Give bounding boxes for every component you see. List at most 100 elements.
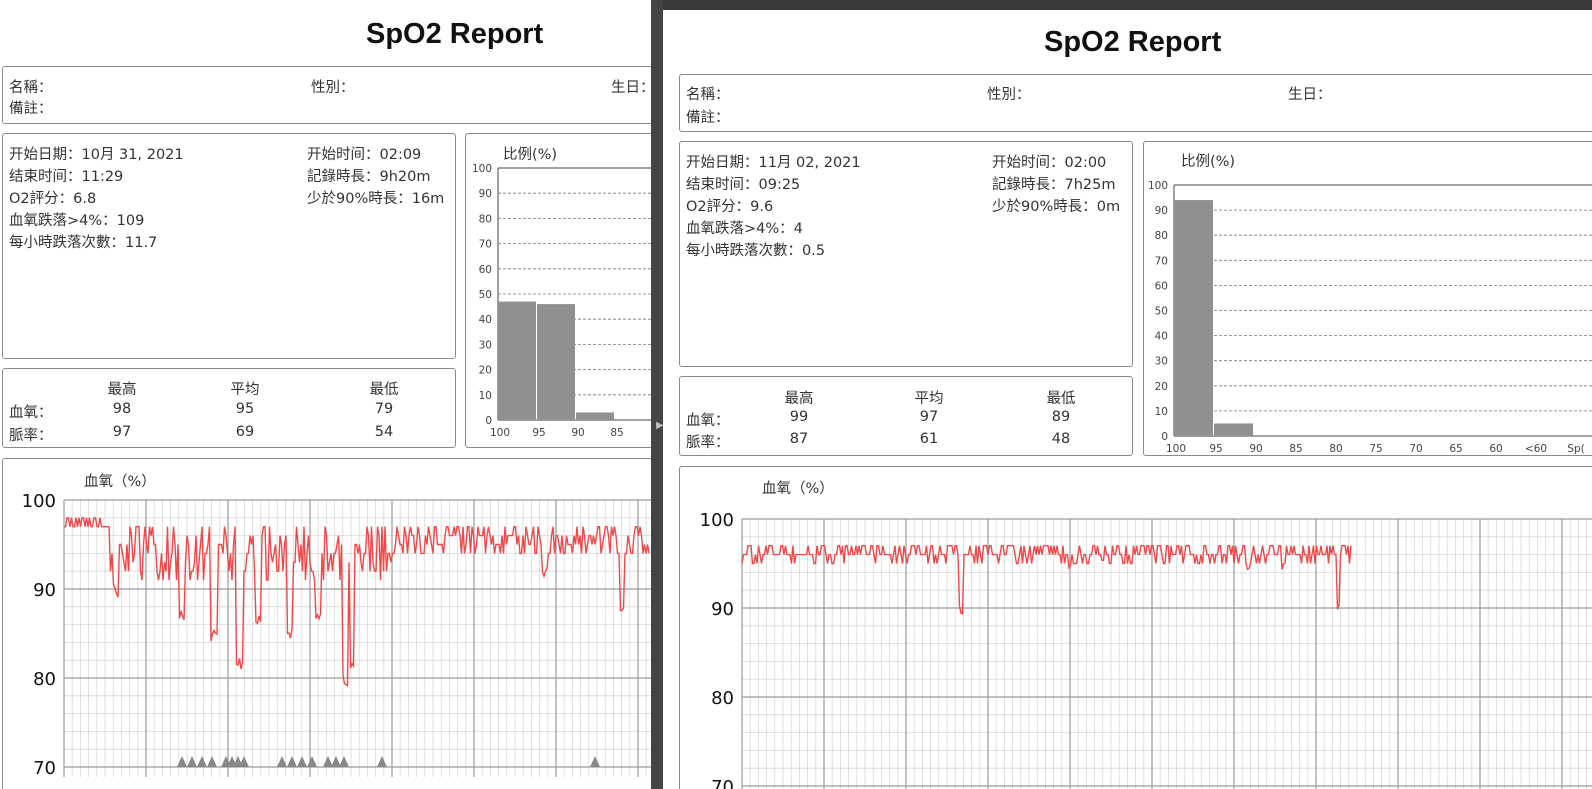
hist-y-tick-label: 50 — [1155, 306, 1168, 318]
start-date: 开始日期：10月 31, 2021 — [9, 147, 184, 163]
pulse-avg: 61 — [919, 431, 939, 447]
patient-info-box — [2, 66, 651, 124]
hist-y-tick-label: 20 — [1155, 381, 1168, 393]
report-title: SpO2 Report — [1044, 26, 1222, 58]
stats-box — [2, 368, 456, 448]
hist-y-tick-label: 40 — [479, 314, 492, 326]
desaturation-marker-icon — [187, 756, 197, 767]
hist-y-tick-label: 60 — [479, 264, 492, 276]
pulse-avg: 69 — [235, 424, 255, 440]
desaturation-marker-icon — [377, 756, 387, 767]
spo2-trace-line — [741, 545, 1352, 615]
stat-header-avg: 平均 — [230, 382, 260, 398]
hist-x-tick-label: 65 — [1449, 443, 1462, 455]
hist-x-tick-label: 90 — [571, 427, 584, 439]
spo2-max: 98 — [112, 401, 132, 417]
notes-label: 備註： — [9, 101, 53, 117]
stat-header-max: 最高 — [107, 382, 137, 398]
report-title: SpO2 Report — [366, 18, 544, 50]
desaturation-marker-icon — [287, 756, 297, 767]
desaturation-marker-icon — [197, 756, 207, 767]
hist-x-tick-label: 85 — [610, 427, 623, 439]
hist-bar — [498, 301, 536, 420]
desaturation-marker-icon — [331, 756, 341, 767]
trend-y-tick-label: 90 — [33, 580, 56, 601]
spo2-row-label: 血氧： — [9, 405, 53, 421]
start-time: 开始时间：02:09 — [307, 147, 422, 163]
spo2-trend-chart: 100 90 80 70 — [22, 491, 651, 779]
hist-y-tick-label: 60 — [1155, 280, 1168, 292]
birthday-label: 生日： — [611, 80, 651, 96]
window-divider[interactable] — [651, 0, 663, 789]
hist-y-tick-label: 90 — [1155, 205, 1168, 217]
drops-count: 血氧跌落>4%：109 — [9, 213, 145, 229]
hist-x-tick-label: 90 — [1249, 443, 1262, 455]
below-90-duration: 少於90%時長：16m — [307, 191, 445, 207]
hist-y-tick-label: 20 — [479, 365, 492, 377]
report-window-left: SpO2 Report 名稱： 性別： 生日： 備註： 开始日期：10月 31,… — [0, 0, 651, 789]
histogram-box — [1143, 141, 1592, 456]
below-90-duration: 少於90%時長：0m — [992, 199, 1121, 215]
trend-y-tick-label: 100 — [22, 491, 56, 512]
hist-y-tick-label: 30 — [1155, 356, 1168, 368]
session-info-box — [2, 133, 456, 359]
hist-x-tick-label: 70 — [1409, 443, 1422, 455]
gender-label: 性別： — [987, 87, 1031, 103]
gender-label: 性別： — [311, 80, 355, 96]
hist-y-tick-label: 80 — [1155, 230, 1168, 242]
hist-x-tick-label: 85 — [1289, 443, 1302, 455]
start-time: 开始时间：02:00 — [992, 155, 1107, 171]
hist-x-tick-label: 80 — [1329, 443, 1342, 455]
hist-bar — [1174, 200, 1213, 436]
trend-y-tick-label: 80 — [711, 688, 734, 709]
report-window-right: SpO2 Report 名稱： 性別： 生日： 備註： 开始日期：11月 02,… — [663, 10, 1592, 789]
desaturation-marker-icon — [590, 756, 600, 767]
end-time: 结束时间：09:25 — [686, 177, 801, 193]
end-time: 结束时间：11:29 — [9, 169, 124, 185]
hist-x-tick-label: Sp( — [1567, 443, 1584, 455]
hist-y-tick-label: 50 — [479, 289, 492, 301]
desaturation-marker-icon — [207, 756, 217, 767]
spo2-max: 99 — [789, 409, 809, 425]
hist-y-tick-label: 0 — [485, 415, 492, 427]
spo2-trace-line — [64, 517, 650, 687]
stat-header-min: 最低 — [1046, 391, 1076, 407]
hist-x-tick-label: 75 — [1369, 443, 1382, 455]
histogram-title: 比例(%) — [1181, 154, 1236, 170]
histogram-title: 比例(%) — [503, 147, 558, 163]
spo2-trend-chart: 100 90 80 70 — [700, 510, 1592, 789]
hist-y-tick-label: 70 — [479, 239, 492, 251]
hist-y-tick-label: 40 — [1155, 331, 1168, 343]
divider-handle-icon[interactable]: ▶ — [656, 420, 664, 431]
stat-header-min: 最低 — [369, 382, 399, 398]
session-info-box — [679, 141, 1133, 367]
trend-y-tick-label: 70 — [33, 758, 56, 779]
desaturation-marker-icon — [339, 756, 349, 767]
hist-x-tick-label: 100 — [1166, 443, 1186, 455]
stats-box — [679, 376, 1133, 456]
hist-y-tick-label: 100 — [472, 163, 492, 175]
hist-x-tick-label: 60 — [1489, 443, 1502, 455]
hist-x-tick-label: 100 — [490, 427, 510, 439]
stat-header-max: 最高 — [784, 391, 814, 407]
desaturation-marker-icon — [307, 756, 317, 767]
hist-bar — [576, 412, 614, 420]
pulse-min: 54 — [374, 424, 394, 440]
hist-x-tick-label: 95 — [1209, 443, 1222, 455]
patient-info-box — [679, 74, 1592, 132]
trend-y-tick-label: 70 — [711, 777, 734, 789]
hist-y-tick-label: 30 — [479, 339, 492, 351]
hist-x-tick-label: <60 — [1525, 443, 1547, 455]
start-date: 开始日期：11月 02, 2021 — [686, 155, 861, 171]
hist-bar — [537, 304, 575, 420]
spo2-avg: 97 — [919, 409, 939, 425]
drops-per-hour: 每小時跌落次數：11.7 — [9, 235, 158, 251]
trend-y-tick-label: 90 — [711, 599, 734, 620]
birthday-label: 生日： — [1288, 87, 1332, 103]
notes-label: 備註： — [686, 110, 730, 126]
spo2-min: 89 — [1051, 409, 1071, 425]
hist-y-tick-label: 70 — [1155, 255, 1168, 267]
spo2-avg: 95 — [235, 401, 255, 417]
